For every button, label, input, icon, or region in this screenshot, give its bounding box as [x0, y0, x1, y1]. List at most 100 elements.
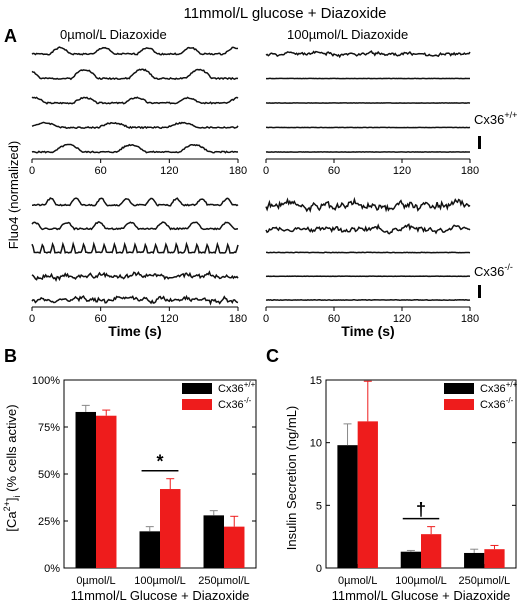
time-tick-label: 0: [263, 313, 269, 325]
chart-c-bar: [484, 549, 505, 568]
time-tick-label: 60: [95, 313, 107, 325]
calcium-trace: [265, 196, 471, 214]
calcium-trace: [265, 50, 471, 59]
chart-b-x-axis-label: 11mmol/L Glucose + Diazoxide: [71, 588, 250, 603]
chart-b-legend-swatch: [182, 383, 212, 394]
chart-c-category-label: 250µmol/L: [459, 575, 511, 587]
chart-c-legend-label-base: Cx36: [480, 399, 506, 411]
scale-bar-wt: [478, 136, 481, 149]
chart-c-bar: [421, 534, 442, 568]
condition-title-100: 100µmol/L Diazoxide: [287, 27, 408, 42]
genotype-label-wt: Cx36+/+: [474, 110, 517, 127]
chart-c-legend-label: Cx36-/-: [480, 396, 514, 411]
chart-c-y-tick-label: 10: [310, 438, 322, 450]
chart-b-bar: [96, 415, 117, 568]
chart-c-category-label: 100µmol/L: [395, 575, 447, 587]
time-tick-label: 180: [229, 165, 247, 177]
time-tick-label: 180: [229, 313, 247, 325]
condition-title-0: 0µmol/L Diazoxide: [60, 27, 167, 42]
time-axis-title-right: Time (s): [341, 323, 394, 339]
calcium-trace: [31, 221, 238, 231]
trace-panels: 0 60 120 180 0 60 120 180 0 60 120 180 0 60 120 180 Time…: [29, 46, 479, 339]
chart-c-legend-label-base: Cx36: [480, 383, 506, 395]
chart-b-bar: [160, 489, 181, 568]
calcium-trace: [32, 197, 239, 207]
time-tick-label: 120: [393, 313, 411, 325]
calcium-trace: [31, 241, 239, 255]
genotype-label-ko-base: Cx36: [474, 264, 504, 279]
chart-c-bar: [400, 551, 421, 568]
time-tick-label: 0: [29, 165, 35, 177]
chart-b-y-tick-label: 25%: [38, 516, 60, 528]
chart-b-legend-label-sup: -/-: [244, 396, 252, 405]
time-tick-label: 120: [160, 165, 178, 177]
chart-b-ylabel-sup: 2+: [2, 501, 12, 511]
chart-b-y-tick-label: 75%: [38, 422, 60, 434]
time-tick-label: 120: [393, 165, 411, 177]
chart-c-legend-swatch: [444, 399, 474, 410]
chart-b-legend-label-base: Cx36: [218, 383, 244, 395]
genotype-label-wt-sup: +/+: [504, 110, 517, 120]
chart-b-legend-label-sup: +/+: [244, 380, 256, 389]
panel-label-b: B: [4, 346, 17, 366]
chart-c-legend-label: Cx36+/+: [480, 380, 518, 395]
chart-b-bar: [75, 411, 96, 568]
calcium-trace: [31, 294, 239, 306]
time-tick-label: 0: [29, 313, 35, 325]
time-tick-label: 180: [461, 165, 479, 177]
chart-c-legend-label-sup: +/+: [506, 380, 518, 389]
chart-c-legend-swatch: [444, 383, 474, 394]
chart-b-category-label: 100µmol/L: [134, 575, 186, 587]
chart-c-y-tick-label: 0: [316, 563, 322, 575]
figure-title: 11mmol/L glucose + Diazoxide: [183, 5, 386, 22]
chart-c-legend-label-sup: -/-: [506, 396, 514, 405]
chart-b-y-tick-label: 100%: [32, 375, 60, 387]
chart-b-category-label: 250µmol/L: [198, 575, 250, 587]
chart-c-significance-marker: †: [416, 500, 426, 520]
genotype-label-wt-base: Cx36: [474, 112, 504, 127]
chart-b-legend-label: Cx36-/-: [218, 396, 252, 411]
chart-b-y-axis-label: [Ca2+]i (% cells active): [2, 404, 22, 531]
chart-c: 0 5 10 15 0µmol/L 100µmol/L 250µmol/L † 11mmol/L…: [310, 375, 518, 603]
time-tick-label: 120: [160, 313, 178, 325]
chart-b-legend-label: Cx36+/+: [218, 380, 256, 395]
chart-b-category-label: 0µmol/L: [76, 575, 115, 587]
chart-b-legend-swatch: [182, 399, 212, 410]
calcium-trace: [31, 96, 239, 105]
chart-b-legend-label-base: Cx36: [218, 399, 244, 411]
chart-c-x-axis-label: 11mmol/L Glucose + Diazoxide: [332, 588, 511, 603]
calcium-trace: [31, 121, 239, 130]
chart-c-category-label: 0µmol/L: [338, 575, 377, 587]
panel-label-a: A: [4, 26, 17, 46]
panel-label-c: C: [266, 346, 279, 366]
chart-b-ylabel-part1: [Ca: [4, 511, 19, 532]
time-tick-label: 60: [328, 313, 340, 325]
chart-c-bar: [464, 552, 485, 568]
chart-b-bar: [203, 515, 224, 568]
calcium-trace: [31, 68, 239, 81]
chart-b: 0% 25% 50% 75% 100% 0µmol/L 100µmol/L 250µmol/L…: [32, 375, 257, 603]
time-axis-title-left: Time (s): [108, 323, 161, 339]
time-tick-label: 60: [95, 165, 107, 177]
chart-c-bar: [337, 445, 358, 568]
scale-bar-ko: [478, 285, 481, 298]
chart-b-y-tick-label: 50%: [38, 469, 60, 481]
chart-b-ylabel-sub: i: [12, 495, 22, 497]
chart-b-ylabel-part2: ]: [4, 497, 19, 501]
genotype-label-ko-sup: -/-: [504, 262, 513, 272]
time-tick-label: 0: [263, 165, 269, 177]
time-tick-label: 180: [461, 313, 479, 325]
time-tick-label: 60: [328, 165, 340, 177]
traces-y-axis-label: Fluo4 (normalized): [6, 141, 21, 249]
chart-b-bar: [224, 526, 245, 568]
chart-b-ylabel-part3: (% cells active): [4, 404, 19, 495]
calcium-trace: [31, 143, 239, 154]
calcium-trace: [31, 46, 239, 56]
chart-c-y-tick-label: 5: [316, 500, 322, 512]
chart-c-y-axis-label: Insulin Secretion (ng/mL): [284, 406, 299, 551]
chart-b-bar: [139, 531, 160, 568]
chart-b-y-tick-label: 0%: [44, 563, 60, 575]
chart-c-bar: [357, 421, 378, 568]
chart-b-significance-marker: *: [156, 452, 163, 472]
